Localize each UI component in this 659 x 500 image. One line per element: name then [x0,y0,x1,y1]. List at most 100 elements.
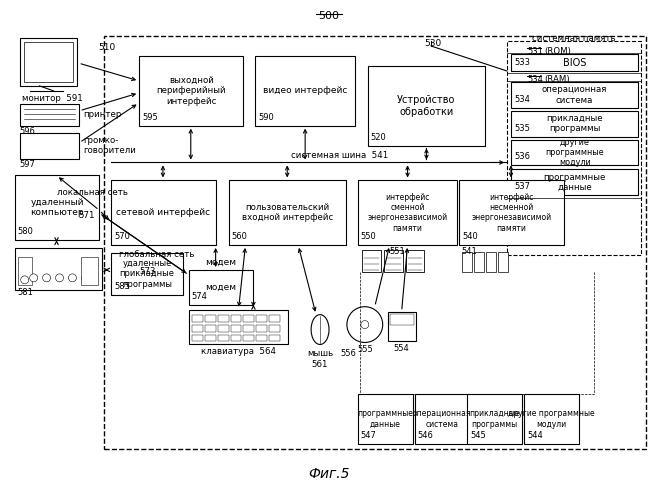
Bar [81,257,98,285]
Bar [362,250,381,272]
Ellipse shape [311,314,329,344]
Text: видео интерфейс: видео интерфейс [263,86,347,96]
Bar [467,394,522,444]
Text: интерфейс
несменной
энергонезависимой
памяти: интерфейс несменной энергонезависимой па… [471,192,552,233]
Bar [511,140,639,166]
Text: глобальная сеть: глобальная сеть [119,250,194,260]
Bar [459,180,563,245]
Text: системная шина  541: системная шина 541 [291,150,389,160]
Bar [188,310,288,344]
Text: 555: 555 [357,346,373,354]
Text: мышь
561: мышь 561 [307,350,333,369]
Text: программные
данные: программные данные [357,410,413,429]
Text: 570: 570 [114,232,130,241]
Text: 585: 585 [114,282,130,291]
Bar [192,314,203,322]
Bar [384,250,403,272]
Text: 500: 500 [318,12,339,22]
Text: 544: 544 [527,431,542,440]
Bar [498,252,508,272]
Bar [256,56,355,126]
Bar [415,394,469,444]
Bar [405,250,424,272]
Circle shape [347,306,383,342]
Text: другие
программные
модули: другие программные модули [545,138,604,168]
Text: клавиатура  564: клавиатура 564 [201,348,276,356]
Text: модем: модем [206,283,237,292]
Text: 556: 556 [340,350,356,358]
Bar [358,394,413,444]
Text: 574: 574 [192,292,208,300]
Text: 531: 531 [527,47,543,56]
Bar [270,314,280,322]
Bar [243,314,254,322]
Bar [205,334,215,342]
Bar [217,324,229,332]
Bar [256,314,268,322]
Bar [387,312,416,342]
Bar [511,54,639,71]
Bar [231,324,241,332]
Text: 537: 537 [514,182,530,192]
Bar [243,334,254,342]
Bar [20,104,79,126]
Bar [205,324,215,332]
Text: 595: 595 [142,112,158,122]
Text: 546: 546 [418,431,434,440]
Circle shape [55,274,63,282]
Text: программные
данные: программные данные [544,172,606,192]
Text: 535: 535 [514,124,530,132]
Bar [270,324,280,332]
Text: пользовательский
входной интерфейс: пользовательский входной интерфейс [242,203,333,222]
Bar [231,314,241,322]
Bar [18,257,32,285]
Text: 510: 510 [98,43,115,52]
Circle shape [81,274,90,282]
Bar [20,132,79,158]
Bar [507,41,641,255]
Text: 581: 581 [18,288,34,297]
Text: локальная сеть: локальная сеть [57,188,128,197]
Text: 534: 534 [527,75,543,84]
Circle shape [30,274,38,282]
Bar [511,170,639,196]
Text: 573: 573 [139,268,156,276]
Bar [229,180,346,245]
Text: выходной
периферийный
интерфейс: выходной периферийный интерфейс [156,76,226,106]
Text: операционная
система: операционная система [413,410,471,429]
Text: удаленные
прикладные
программы: удаленные прикладные программы [119,259,175,289]
Circle shape [20,276,29,284]
Bar [104,36,646,449]
Bar [14,176,100,240]
Bar [270,334,280,342]
Text: прикладные
программы: прикладные программы [469,410,520,429]
Bar [24,42,73,82]
Bar [217,314,229,322]
Bar [111,180,215,245]
Bar [111,253,183,294]
Bar [243,324,254,332]
Text: (ROM): (ROM) [544,47,571,56]
Text: 554: 554 [393,344,409,354]
Text: Устройство
обработки: Устройство обработки [397,95,455,116]
Bar [188,270,254,304]
Bar [511,82,639,108]
Text: 580: 580 [18,227,34,236]
Text: 590: 590 [258,112,274,122]
Text: 540: 540 [462,232,478,241]
Text: 550: 550 [361,232,376,241]
Text: прикладные
программы: прикладные программы [546,114,603,134]
Circle shape [43,274,51,282]
Bar [192,324,203,332]
Bar [474,252,484,272]
Text: 520: 520 [371,132,387,141]
Bar [368,66,485,146]
Bar [231,334,241,342]
Bar [217,334,229,342]
Text: BIOS: BIOS [563,58,587,68]
Bar [205,314,215,322]
Bar [14,248,102,290]
Text: 597: 597 [20,160,36,168]
Text: 571: 571 [78,210,95,220]
Circle shape [69,274,76,282]
